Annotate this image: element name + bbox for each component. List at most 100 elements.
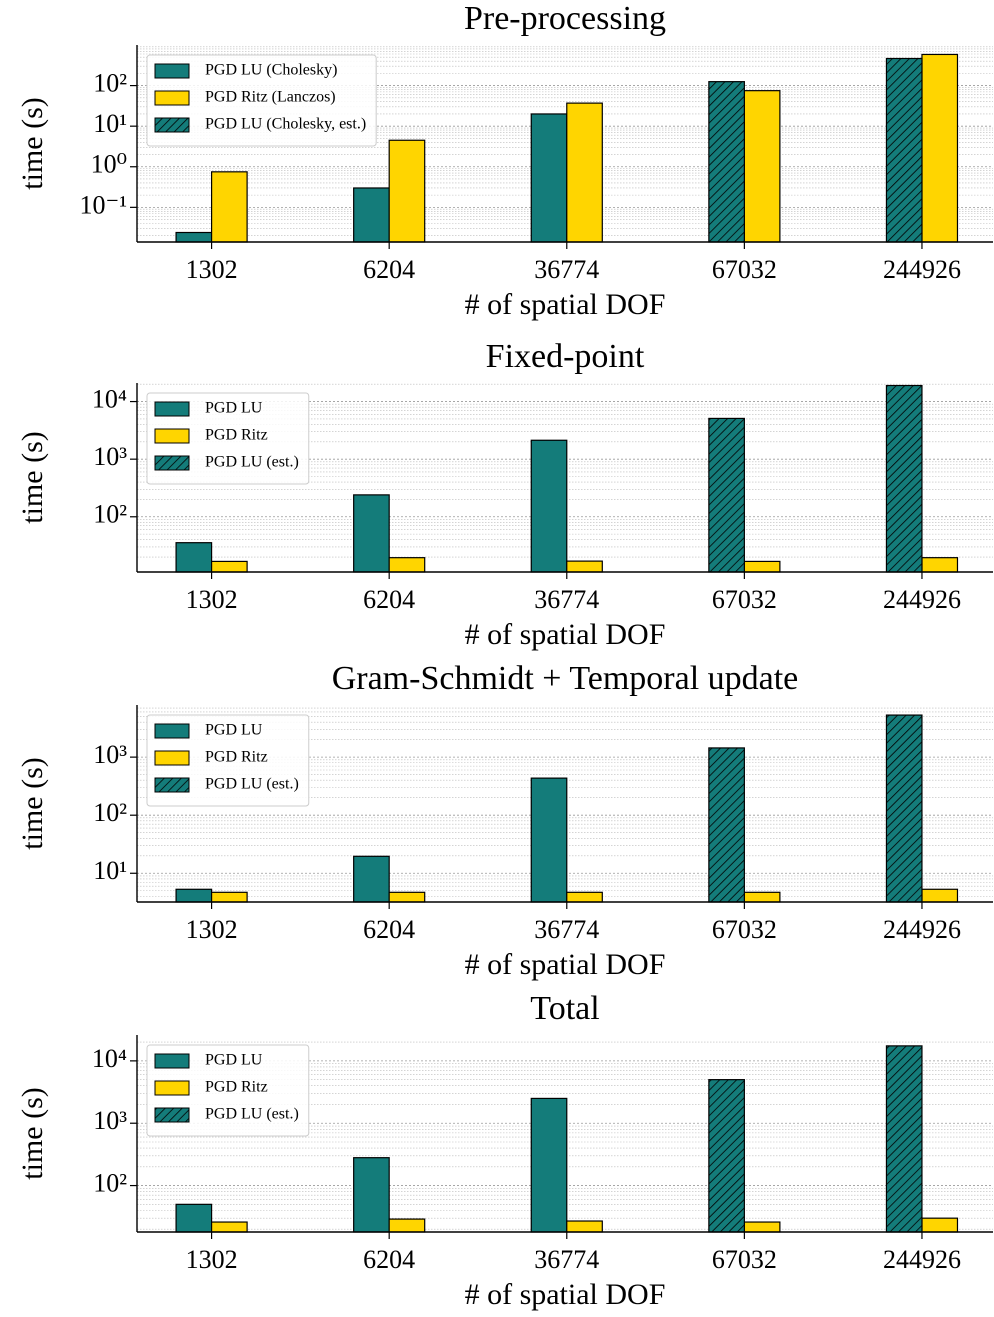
legend-label: PGD LU (Cholesky, est.) — [205, 116, 366, 133]
x-axis-label: # of spatial DOF — [465, 1278, 666, 1311]
x-tick-label: 67032 — [712, 915, 777, 944]
legend-swatch — [154, 428, 190, 444]
bar — [175, 542, 213, 573]
legend-swatch — [154, 1107, 190, 1123]
legend-label: PGD Ritz — [205, 1079, 268, 1096]
y-tick-label: 10⁴ — [92, 1044, 127, 1073]
x-axis-label: # of spatial DOF — [465, 288, 666, 321]
bar — [921, 557, 959, 573]
bar — [743, 560, 781, 573]
x-tick-label: 1302 — [186, 255, 238, 284]
x-tick-label: 6204 — [363, 1245, 415, 1274]
legend-swatch — [154, 90, 190, 106]
legend-swatch — [154, 455, 190, 471]
x-tick-label: 244926 — [883, 585, 961, 614]
bar — [175, 888, 213, 903]
legend-label: PGD LU — [205, 1052, 263, 1069]
x-tick-label: 36774 — [534, 915, 599, 944]
legend-swatch — [154, 723, 190, 739]
x-tick-label: 1302 — [186, 1245, 238, 1274]
chart-title: Pre-processing — [464, 0, 666, 37]
bar — [885, 714, 923, 903]
legend-label: PGD LU (Cholesky) — [205, 62, 337, 79]
legend-label: PGD LU (est.) — [205, 1106, 299, 1123]
legend-label: PGD Ritz — [205, 749, 268, 766]
bar — [210, 560, 248, 573]
bar — [353, 494, 390, 573]
x-tick-label: 6204 — [363, 255, 415, 284]
y-tick-label: 10⁰ — [91, 150, 127, 179]
bar — [388, 1218, 426, 1233]
panel: Gram-Schmidt + Temporal update 10¹ 10² 10³ 1… — [16, 660, 993, 981]
bar — [530, 439, 568, 573]
x-tick-label: 36774 — [534, 255, 599, 284]
legend-label: PGD Ritz (Lanczos) — [205, 89, 336, 106]
bar — [210, 171, 248, 243]
bar — [210, 891, 248, 903]
panel: Total 10² 10³ 10⁴ 1302 6204 36774 67032 244926 # … — [16, 990, 993, 1311]
chart-title: Fixed-point — [486, 338, 645, 375]
y-tick-label: 10² — [93, 69, 127, 98]
y-tick-label: 10² — [93, 500, 127, 529]
bar — [566, 1220, 603, 1233]
y-tick-label: 10³ — [93, 1106, 127, 1135]
bar — [353, 187, 390, 243]
x-tick-label: 36774 — [534, 1245, 599, 1274]
y-axis-label: time (s) — [16, 97, 49, 189]
legend-label: PGD LU — [205, 400, 263, 417]
bar — [530, 113, 568, 243]
bar — [921, 1217, 959, 1233]
bar — [175, 231, 213, 243]
y-tick-label: 10³ — [93, 740, 127, 769]
y-axis-label: time (s) — [16, 757, 49, 849]
legend-box — [146, 54, 377, 147]
legend-swatch — [154, 750, 190, 766]
panel: Pre-processing 10⁻¹ 10⁰ 10¹ 10² 1302 6204 36774… — [16, 0, 993, 321]
bar — [921, 888, 959, 903]
bar — [708, 81, 745, 243]
bar — [210, 1221, 248, 1233]
x-tick-label: 244926 — [883, 255, 961, 284]
x-tick-label: 67032 — [712, 255, 777, 284]
bar — [921, 53, 959, 243]
bar — [708, 747, 745, 903]
x-tick-label: 67032 — [712, 585, 777, 614]
chart-title: Gram-Schmidt + Temporal update — [332, 660, 799, 697]
x-tick-label: 67032 — [712, 1245, 777, 1274]
bar — [708, 417, 745, 573]
legend-swatch — [154, 777, 190, 793]
legend-label: PGD LU — [205, 722, 263, 739]
x-axis-label: # of spatial DOF — [465, 618, 666, 651]
bar — [566, 102, 603, 243]
y-tick-label: 10¹ — [93, 856, 127, 885]
y-tick-label: 10⁴ — [92, 385, 127, 414]
bar — [566, 891, 603, 903]
bar — [175, 1203, 213, 1233]
x-tick-label: 1302 — [186, 585, 238, 614]
legend-swatch — [154, 1080, 190, 1096]
bar — [885, 384, 923, 573]
legend-swatch — [154, 1053, 190, 1069]
y-tick-label: 10² — [93, 798, 127, 827]
y-axis-label: time (s) — [16, 1087, 49, 1179]
y-tick-label: 10³ — [93, 442, 127, 471]
y-tick-label: 10⁻¹ — [79, 190, 127, 219]
bar — [388, 139, 426, 243]
legend-label: PGD LU (est.) — [205, 454, 299, 471]
bar — [885, 57, 923, 243]
y-tick-label: 10¹ — [93, 109, 127, 138]
bar — [530, 1097, 568, 1233]
legend-label: PGD Ritz — [205, 427, 268, 444]
legend-swatch — [154, 63, 190, 79]
bar — [708, 1079, 745, 1233]
x-tick-label: 244926 — [883, 915, 961, 944]
legend-label: PGD LU (est.) — [205, 776, 299, 793]
legend-swatch — [154, 117, 190, 133]
bar — [388, 891, 426, 903]
bar — [743, 1221, 781, 1233]
bar — [353, 855, 390, 903]
x-tick-label: 36774 — [534, 585, 599, 614]
bar — [743, 891, 781, 903]
y-axis-label: time (s) — [16, 431, 49, 523]
